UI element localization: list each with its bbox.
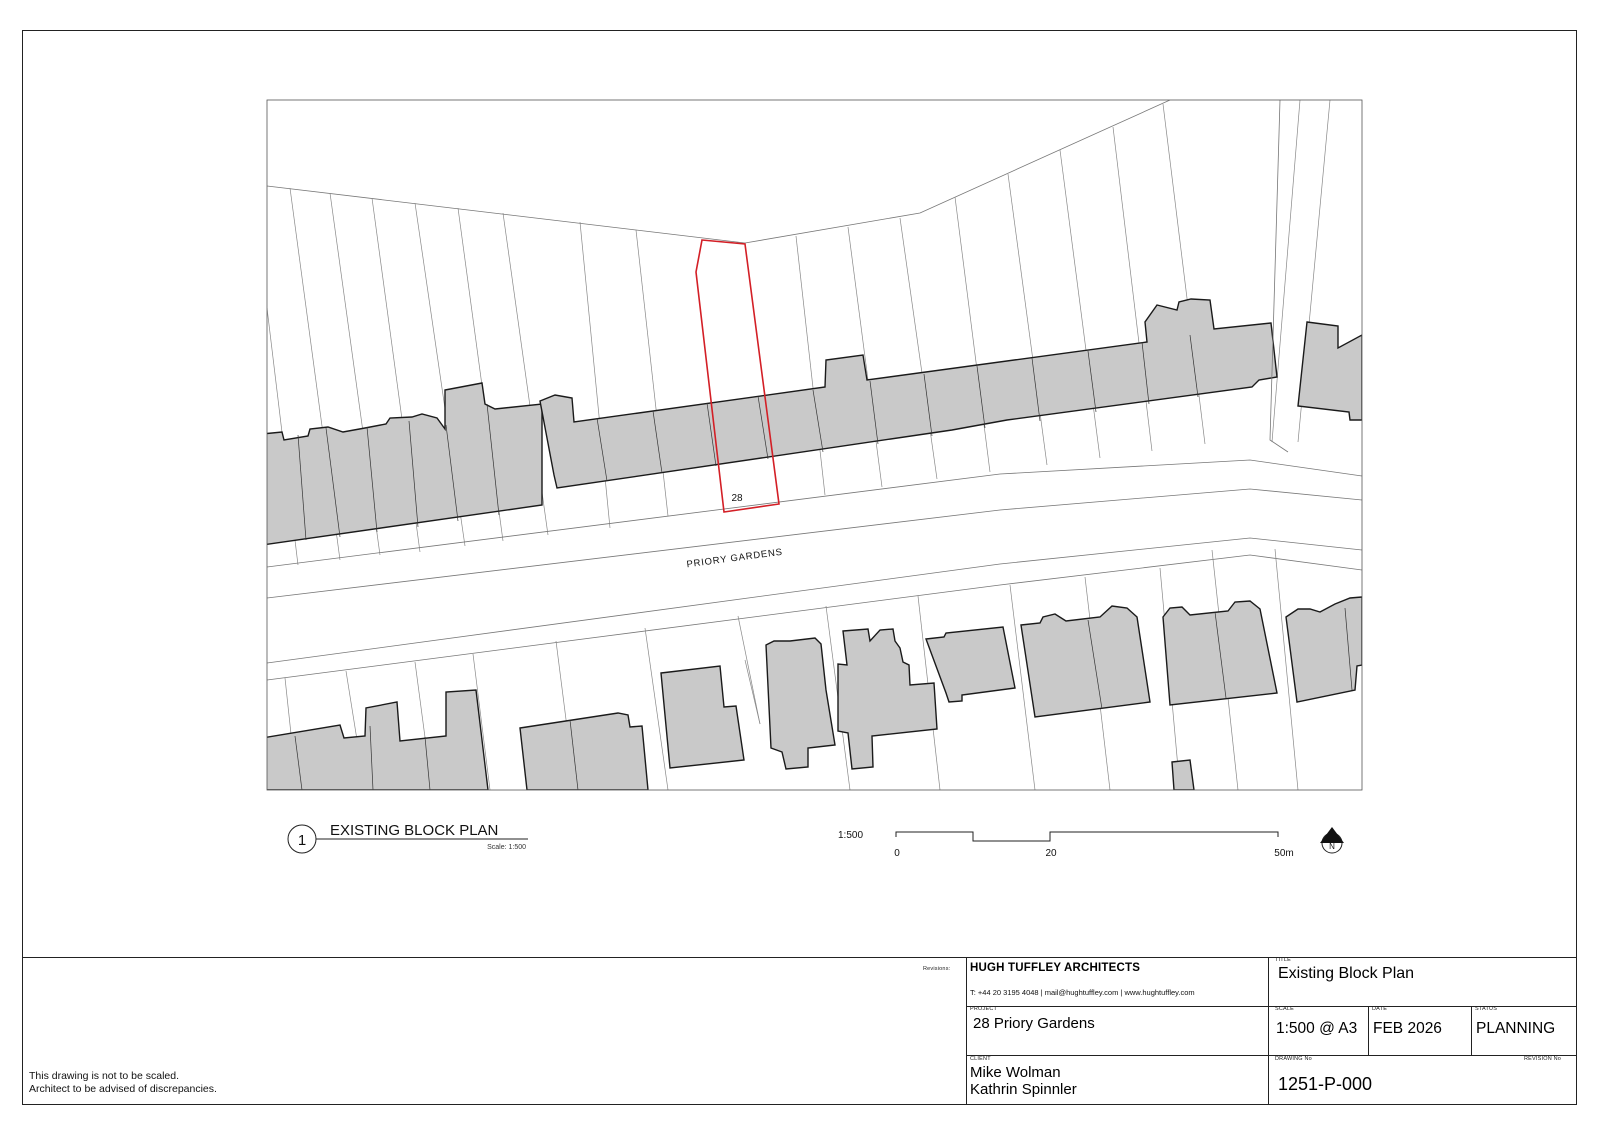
north-plot-boundaries [267, 100, 1331, 566]
scale-bar [895, 831, 1279, 842]
revision-number-label: REVISION No [1524, 1056, 1562, 1062]
date-value: FEB 2026 [1373, 1020, 1442, 1037]
south-semi-pair-h [1285, 596, 1362, 703]
south-semi-pair-f [1020, 605, 1151, 718]
drawing-number-value: 1251-P-000 [1278, 1074, 1373, 1094]
disclaimer-line-1: This drawing is not to be scaled. [29, 1070, 179, 1082]
revisions-label: Revisions: [923, 966, 951, 972]
terrace-block-main [539, 298, 1278, 489]
south-buildings [267, 596, 1362, 790]
south-house-e [925, 626, 1016, 703]
plan-frame [266, 99, 1363, 791]
south-terrace-west [267, 689, 489, 790]
south-house-d [837, 628, 938, 770]
project-value: 28 Priory Gardens [973, 1015, 1095, 1032]
title-label: TITLE [1275, 957, 1291, 963]
drawing-sheet-border [22, 30, 1577, 1105]
plot-number-label: 28 [731, 493, 743, 504]
scale-label: SCALE [1275, 1006, 1295, 1012]
client-name-1: Mike Wolman [970, 1064, 1061, 1081]
view-scale-text: Scale: 1:500 [487, 844, 526, 851]
road-edges [267, 100, 1362, 681]
status-label: STATUS [1475, 1006, 1498, 1012]
status-value: PLANNING [1476, 1020, 1556, 1037]
scale-bar-label-0: 0 [894, 848, 900, 859]
south-house-c [765, 637, 836, 770]
south-house-b [660, 665, 745, 769]
scale-bar-label-20: 20 [1045, 848, 1057, 859]
view-title-text: EXISTING BLOCK PLAN [330, 822, 498, 839]
firm-name: HUGH TUFFLEY ARCHITECTS [970, 962, 1141, 974]
rear-boundary-line [267, 100, 1171, 244]
title-block-divider-1 [966, 957, 967, 1105]
terrace-block-east [1297, 321, 1362, 421]
scale-bar-ratio: 1:500 [838, 830, 863, 841]
project-label: PROJECT [970, 1006, 998, 1012]
north-party-walls [297, 334, 1199, 541]
view-number: 1 [298, 832, 306, 849]
south-fragment [1171, 759, 1195, 790]
north-arrow-icon: N [1320, 827, 1344, 854]
svg-text:N: N [1329, 842, 1335, 851]
drawing-title: Existing Block Plan [1278, 965, 1415, 982]
client-label: CLIENT [970, 1056, 991, 1062]
title-block-rule-mid [966, 1006, 1577, 1007]
south-semi-pair-a [519, 712, 649, 790]
title-block-divider-2 [1268, 957, 1269, 1105]
title-block-divider-4 [1471, 1006, 1472, 1055]
title-block-divider-3 [1368, 1006, 1369, 1055]
scale-bar-label-50: 50m [1274, 848, 1293, 859]
south-party-walls [294, 607, 1353, 790]
client-name-2: Kathrin Spinnler [970, 1081, 1077, 1098]
disclaimer-line-2: Architect to be advised of discrepancies… [29, 1083, 217, 1095]
site-boundary-redline [695, 239, 780, 513]
title-block-rule-low [966, 1055, 1577, 1056]
date-label: DATE [1372, 1006, 1388, 1012]
plan-viewport [267, 100, 1362, 790]
firm-contact: T: +44 20 3195 4048 | mail@hughtuffley.c… [970, 988, 1195, 997]
scale-value: 1:500 @ A3 [1276, 1020, 1358, 1037]
drawing-number-label: DRAWING No [1275, 1056, 1312, 1062]
title-block-top-rule [22, 957, 1577, 958]
